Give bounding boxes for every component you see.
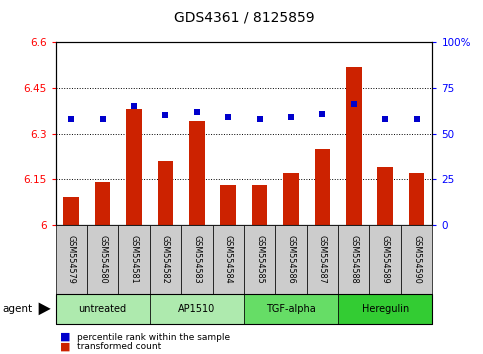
Bar bbox=[220, 185, 236, 225]
Text: AP1510: AP1510 bbox=[178, 304, 215, 314]
Point bbox=[161, 113, 170, 118]
Bar bbox=[157, 161, 173, 225]
Point bbox=[319, 111, 327, 116]
Point bbox=[350, 102, 357, 107]
Text: GSM554586: GSM554586 bbox=[286, 235, 296, 284]
Point bbox=[193, 109, 201, 115]
Text: percentile rank within the sample: percentile rank within the sample bbox=[77, 333, 230, 342]
Text: GSM554587: GSM554587 bbox=[318, 235, 327, 284]
Bar bbox=[409, 173, 425, 225]
Text: GSM554584: GSM554584 bbox=[224, 235, 233, 284]
Text: GSM554590: GSM554590 bbox=[412, 235, 421, 284]
Text: GSM554588: GSM554588 bbox=[349, 235, 358, 284]
Point bbox=[382, 116, 389, 122]
Point bbox=[130, 103, 138, 109]
Bar bbox=[189, 121, 205, 225]
Text: ■: ■ bbox=[60, 332, 71, 342]
Bar bbox=[95, 182, 111, 225]
Bar bbox=[252, 185, 268, 225]
Text: GSM554579: GSM554579 bbox=[67, 235, 76, 284]
Text: agent: agent bbox=[2, 304, 32, 314]
Bar bbox=[377, 167, 393, 225]
Bar bbox=[314, 149, 330, 225]
Point bbox=[412, 116, 420, 122]
Point bbox=[68, 116, 75, 122]
Text: GSM554582: GSM554582 bbox=[161, 235, 170, 284]
Bar bbox=[63, 198, 79, 225]
Point bbox=[256, 116, 264, 122]
Text: GSM554583: GSM554583 bbox=[192, 235, 201, 284]
Text: GSM554581: GSM554581 bbox=[129, 235, 139, 284]
Text: TGF-alpha: TGF-alpha bbox=[266, 304, 316, 314]
Point bbox=[224, 114, 232, 120]
Bar bbox=[283, 173, 299, 225]
Point bbox=[99, 116, 107, 122]
Bar bbox=[346, 67, 362, 225]
Text: GSM554589: GSM554589 bbox=[381, 235, 390, 284]
Text: transformed count: transformed count bbox=[77, 342, 161, 351]
Text: ■: ■ bbox=[60, 341, 71, 351]
Text: Heregulin: Heregulin bbox=[362, 304, 409, 314]
Text: GSM554585: GSM554585 bbox=[255, 235, 264, 284]
Polygon shape bbox=[39, 302, 51, 315]
Text: GDS4361 / 8125859: GDS4361 / 8125859 bbox=[173, 11, 314, 25]
Bar bbox=[126, 109, 142, 225]
Text: GSM554580: GSM554580 bbox=[98, 235, 107, 284]
Text: untreated: untreated bbox=[79, 304, 127, 314]
Point bbox=[287, 114, 295, 120]
